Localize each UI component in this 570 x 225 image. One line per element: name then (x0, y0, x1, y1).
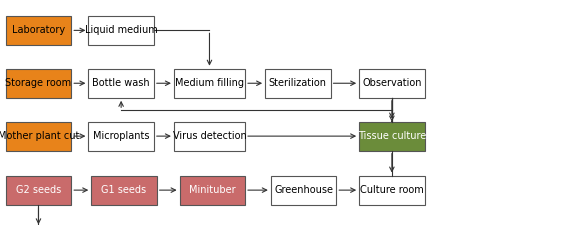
FancyBboxPatch shape (88, 16, 154, 45)
FancyBboxPatch shape (88, 122, 154, 151)
FancyBboxPatch shape (359, 122, 425, 151)
Text: Bottle wash: Bottle wash (92, 78, 150, 88)
FancyBboxPatch shape (6, 69, 71, 98)
FancyBboxPatch shape (265, 69, 331, 98)
FancyBboxPatch shape (6, 122, 71, 151)
Text: Liquid medium: Liquid medium (85, 25, 157, 35)
Text: Greenhouse: Greenhouse (274, 185, 333, 195)
Text: G2 seeds: G2 seeds (16, 185, 61, 195)
FancyBboxPatch shape (359, 176, 425, 205)
Text: G1 seeds: G1 seeds (101, 185, 146, 195)
FancyBboxPatch shape (6, 176, 71, 205)
Text: Tissue culture: Tissue culture (358, 131, 426, 141)
FancyBboxPatch shape (6, 16, 71, 45)
FancyBboxPatch shape (174, 122, 245, 151)
FancyBboxPatch shape (91, 176, 157, 205)
FancyBboxPatch shape (174, 69, 245, 98)
Text: Storage room: Storage room (5, 78, 72, 88)
FancyBboxPatch shape (180, 176, 245, 205)
Text: Minituber: Minituber (189, 185, 235, 195)
FancyBboxPatch shape (359, 69, 425, 98)
Text: Microplants: Microplants (93, 131, 149, 141)
Text: Virus detection: Virus detection (173, 131, 246, 141)
Text: Culture room: Culture room (360, 185, 424, 195)
Text: Mother plant cut: Mother plant cut (0, 131, 79, 141)
Text: Laboratory: Laboratory (12, 25, 65, 35)
Text: Observation: Observation (362, 78, 422, 88)
FancyBboxPatch shape (271, 176, 336, 205)
Text: Medium filling: Medium filling (175, 78, 244, 88)
FancyBboxPatch shape (88, 69, 154, 98)
Text: Sterilization: Sterilization (269, 78, 327, 88)
